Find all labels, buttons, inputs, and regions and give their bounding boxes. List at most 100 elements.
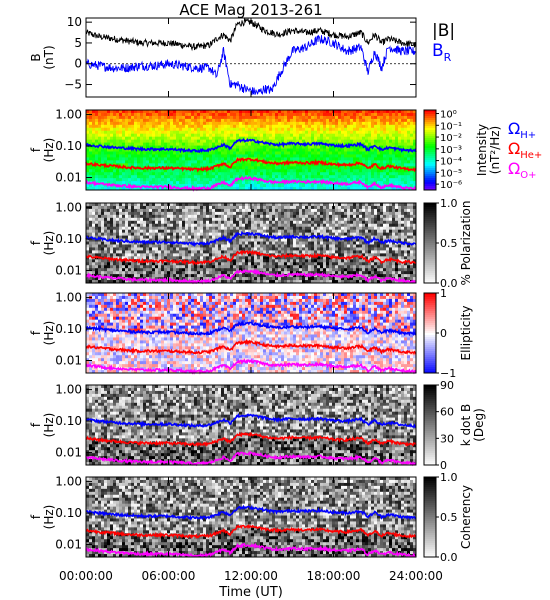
y-tick-label: 0.01 bbox=[55, 353, 82, 367]
gyrofrequency-line-h bbox=[85, 230, 417, 248]
gyrofrequency-line-he bbox=[85, 249, 417, 266]
spectrogram-cells bbox=[86, 477, 417, 558]
y-axis-unit: (Hz) bbox=[42, 413, 56, 438]
y-tick-label: 0.10 bbox=[55, 139, 82, 153]
y-tick-label: 1.00 bbox=[55, 475, 82, 489]
y-tick-label: 0.01 bbox=[55, 445, 82, 459]
colorbar-label: k dot B bbox=[459, 404, 473, 446]
colorbar-tick-label: 10⁻³ bbox=[440, 145, 462, 156]
gyrofrequency-line-he bbox=[85, 523, 417, 540]
y-tick-label: 1.00 bbox=[55, 108, 82, 122]
y-tick-label: 0.01 bbox=[55, 537, 82, 551]
y-axis-label: f bbox=[29, 514, 43, 519]
colorbar-tick-label: −1 bbox=[440, 367, 456, 380]
y-axis-label: f bbox=[29, 330, 43, 335]
x-tick-label: 12:00:00 bbox=[224, 569, 278, 583]
y-tick-label: 1.00 bbox=[55, 291, 82, 305]
y-tick-label: 0.01 bbox=[55, 263, 82, 277]
x-axis-label: Time (UT) bbox=[218, 585, 283, 600]
y-tick-label: 0.10 bbox=[55, 322, 82, 336]
panel-2: 1.00 0.10 0.01 f (Hz) 10⁰10⁻¹10⁻²10⁻³10⁻⁴10⁻⁵… bbox=[29, 108, 502, 192]
y-axis-unit: (Hz) bbox=[42, 138, 56, 163]
colorbar-tick-label: 10⁻² bbox=[440, 133, 462, 144]
colorbar-unit: (Deg) bbox=[472, 408, 486, 442]
colorbar-tick-label: 10⁰ bbox=[440, 110, 457, 121]
legend-entry: BR bbox=[432, 41, 452, 64]
colorbar-tick-label: 10⁻¹ bbox=[440, 121, 462, 132]
colorbar-label: Ellipticity bbox=[459, 306, 473, 361]
y-tick-label: −5 bbox=[64, 78, 82, 92]
gyrofrequency-line-o bbox=[85, 175, 417, 192]
gyrofrequency-line-o bbox=[85, 450, 417, 467]
colorbar-tick-label: 0.5 bbox=[440, 511, 458, 524]
figure-title: ACE Mag 2013-261 bbox=[179, 1, 322, 19]
y-axis-label: B bbox=[29, 53, 43, 61]
y-tick-label: 0.10 bbox=[55, 506, 82, 520]
gyrofrequency-line-h bbox=[85, 320, 417, 337]
colorbar-tick-label: 60 bbox=[440, 406, 454, 419]
colorbar-tick-label: 10⁻⁶ bbox=[440, 180, 462, 191]
colorbar: 90 60 30 0 k dot B (Deg) bbox=[423, 379, 486, 472]
gyro-legend-entry: ΩH+ bbox=[508, 119, 536, 141]
colorbar-tick-label: 10⁻⁵ bbox=[440, 168, 462, 179]
y-tick-label: 10 bbox=[67, 15, 82, 29]
series-line-b-r bbox=[85, 34, 417, 96]
gyrofrequency-line-h bbox=[85, 504, 417, 521]
colorbar-tick-label: 0 bbox=[440, 459, 447, 472]
colorbar-tick-label: 30 bbox=[440, 432, 454, 445]
y-tick-label: 5 bbox=[74, 36, 82, 50]
y-axis-unit: (Hz) bbox=[42, 505, 56, 530]
y-tick-label: 0 bbox=[74, 57, 82, 71]
y-tick-label: 0.10 bbox=[55, 414, 82, 428]
y-axis-label: f bbox=[29, 240, 43, 245]
gyrofrequency-line-h bbox=[85, 412, 417, 429]
gyrofrequency-line-o bbox=[85, 268, 417, 285]
spectrogram-cells bbox=[86, 203, 417, 284]
colorbar-tick-label: 1.0 bbox=[440, 197, 458, 210]
gyrofrequency-line-he bbox=[85, 157, 417, 173]
colorbar-label: Intensity bbox=[475, 124, 489, 176]
colorbar-tick-label: 1 bbox=[440, 287, 447, 300]
spectrogram-cells bbox=[86, 293, 417, 374]
panel-3: 1.00 0.10 0.01 f (Hz) 1.0 0.5 0.0% Polarization bbox=[29, 197, 473, 290]
y-axis-unit: (Hz) bbox=[42, 321, 56, 346]
gyrofrequency-line-o bbox=[85, 357, 417, 375]
colorbar: 1.0 0.5 0.0% Polarization bbox=[423, 197, 473, 290]
colorbar-label: % Polarization bbox=[459, 201, 473, 286]
gyrofrequency-legend: ΩH+ΩHe+ΩO+ bbox=[508, 119, 542, 181]
colorbar-tick-label: 90 bbox=[440, 379, 454, 392]
y-axis-label: f bbox=[29, 147, 43, 152]
colorbar-tick-label: 0.0 bbox=[440, 277, 458, 290]
y-axis-unit: (nT) bbox=[42, 45, 56, 69]
x-tick-label: 00:00:00 bbox=[59, 569, 113, 583]
colorbar-tick-label: 10⁻⁴ bbox=[440, 157, 462, 168]
gyrofrequency-line-he bbox=[86, 338, 417, 356]
x-axis-ticks: 00:00:00 06:00:00 12:00:00 18:00:00 24:00:00 bbox=[59, 569, 443, 583]
y-tick-label: 0.10 bbox=[55, 232, 82, 246]
y-tick-label: 1.00 bbox=[55, 383, 82, 397]
colorbar-tick-label: 1.0 bbox=[440, 471, 458, 484]
panel-1: 10 5 0 −5 B (nT) bbox=[29, 15, 417, 98]
x-tick-label: 18:00:00 bbox=[307, 569, 361, 583]
panel-frame bbox=[85, 17, 417, 98]
y-axis-unit: (Hz) bbox=[42, 231, 56, 256]
colorbar-tick-label: 0 bbox=[440, 327, 447, 340]
gyrofrequency-line-h bbox=[85, 137, 417, 154]
spectrogram-cells bbox=[86, 385, 417, 466]
colorbar-label: Coherency bbox=[459, 485, 473, 549]
y-axis-label: f bbox=[29, 422, 43, 427]
colorbar-tick-label: 0.5 bbox=[440, 237, 458, 250]
y-tick-label: 1.00 bbox=[55, 201, 82, 215]
colorbar-tick-label: 0.0 bbox=[440, 551, 458, 564]
colorbar-frame bbox=[423, 384, 437, 466]
legend-entry: |B| bbox=[432, 21, 455, 41]
y-tick-label: 0.01 bbox=[55, 170, 82, 184]
panel-5: 1.00 0.10 0.01 f (Hz) 90 60 30 0 k dot B (Deg) bbox=[29, 379, 486, 472]
